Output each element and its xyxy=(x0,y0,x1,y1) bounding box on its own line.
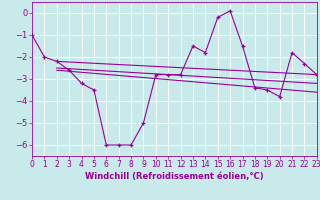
X-axis label: Windchill (Refroidissement éolien,°C): Windchill (Refroidissement éolien,°C) xyxy=(85,172,264,181)
